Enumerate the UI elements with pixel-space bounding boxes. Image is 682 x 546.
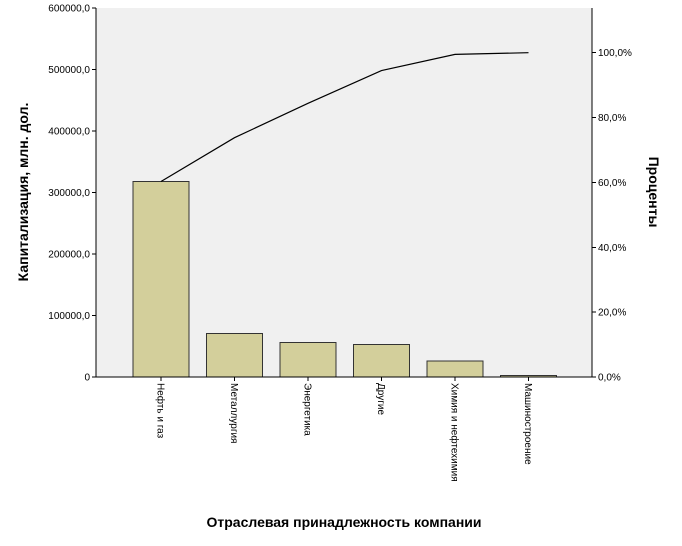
y-axis-right-title: Проценты <box>646 157 662 228</box>
x-tick-label: Другие <box>375 383 386 415</box>
y-axis-title: Капитализация, млн. дол. <box>15 103 31 282</box>
y-right-tick-label: 20,0% <box>598 308 626 319</box>
x-axis-title: Отраслевая принадлежность компании <box>206 514 481 530</box>
axes-group: 0 100000,0 200000,0 300000,0 400000,0 500000,… <box>48 4 632 482</box>
bar-2 <box>206 332 263 378</box>
x-tick-label: Энергетика <box>302 383 313 436</box>
y-tick-label: 0 <box>84 373 90 384</box>
x-tick-label: Машиностроение <box>522 383 533 465</box>
bars-group <box>132 180 557 378</box>
y-tick-label: 300000,0 <box>48 188 90 199</box>
bar-3 <box>279 342 337 378</box>
y-tick-label: 600000,0 <box>48 4 90 15</box>
x-tick-label: Нефть и газ <box>155 383 167 439</box>
bar-5 <box>426 360 484 378</box>
y-right-tick-label: 100,0% <box>598 48 632 59</box>
x-tick-label: Металлургия <box>228 383 239 443</box>
y-right-tick-label: 40,0% <box>598 243 626 254</box>
bar-4 <box>353 343 410 378</box>
x-tick-label: Химия и нефтехимия <box>449 383 461 482</box>
y-tick-label: 500000,0 <box>48 65 90 76</box>
y-right-tick-label: 0,0% <box>598 373 621 384</box>
y-tick-label: 100000,0 <box>48 311 90 322</box>
y-tick-label: 200000,0 <box>48 250 90 261</box>
y-right-tick-label: 60,0% <box>598 178 626 189</box>
bar-1 <box>132 180 190 378</box>
y-right-tick-label: 80,0% <box>598 113 626 124</box>
cumulative-line-group <box>160 52 529 183</box>
y-tick-label: 400000,0 <box>48 127 90 138</box>
cumulative-percent-line <box>160 52 529 183</box>
